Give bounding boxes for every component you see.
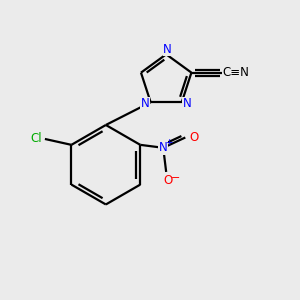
Text: Cl: Cl: [30, 133, 42, 146]
Text: N: N: [159, 141, 168, 154]
Text: N: N: [183, 97, 191, 110]
Text: O: O: [163, 174, 172, 187]
Text: N: N: [141, 97, 150, 110]
Text: +: +: [165, 138, 172, 147]
Text: C≡N: C≡N: [223, 66, 250, 79]
Text: O: O: [189, 131, 198, 144]
Text: −: −: [171, 173, 180, 183]
Text: N: N: [163, 43, 172, 56]
